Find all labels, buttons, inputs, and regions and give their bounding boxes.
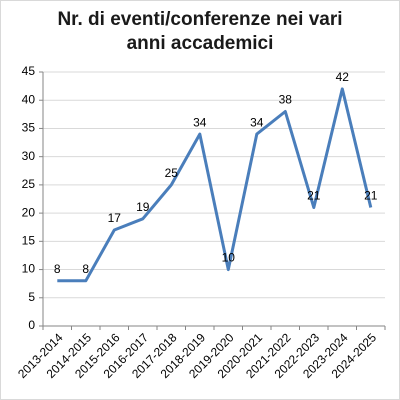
y-tick-label: 35 xyxy=(22,121,36,135)
y-tick-label: 15 xyxy=(22,234,36,248)
data-label: 19 xyxy=(136,200,150,214)
y-tick-label: 45 xyxy=(22,64,36,78)
data-label: 21 xyxy=(364,189,378,203)
y-tick-label: 25 xyxy=(22,177,36,191)
y-tick-label: 20 xyxy=(22,205,36,219)
data-line xyxy=(57,87,373,283)
data-label: 10 xyxy=(222,251,236,265)
y-tick-label: 10 xyxy=(22,262,36,276)
data-label: 8 xyxy=(82,262,89,276)
data-label: 17 xyxy=(108,211,122,225)
y-tick-label: 0 xyxy=(28,318,35,332)
data-label: 34 xyxy=(250,115,264,129)
y-tick-label: 30 xyxy=(22,149,36,163)
y-tick-label: 5 xyxy=(28,290,35,304)
data-label: 21 xyxy=(307,189,321,203)
data-label: 38 xyxy=(279,93,293,107)
data-label: 34 xyxy=(193,115,207,129)
chart-title: Nr. di eventi/conferenze nei vari anni a… xyxy=(57,9,343,54)
y-tick-label: 40 xyxy=(22,92,36,106)
data-label: 8 xyxy=(54,262,61,276)
data-label: 42 xyxy=(336,70,350,84)
data-label: 25 xyxy=(165,166,179,180)
